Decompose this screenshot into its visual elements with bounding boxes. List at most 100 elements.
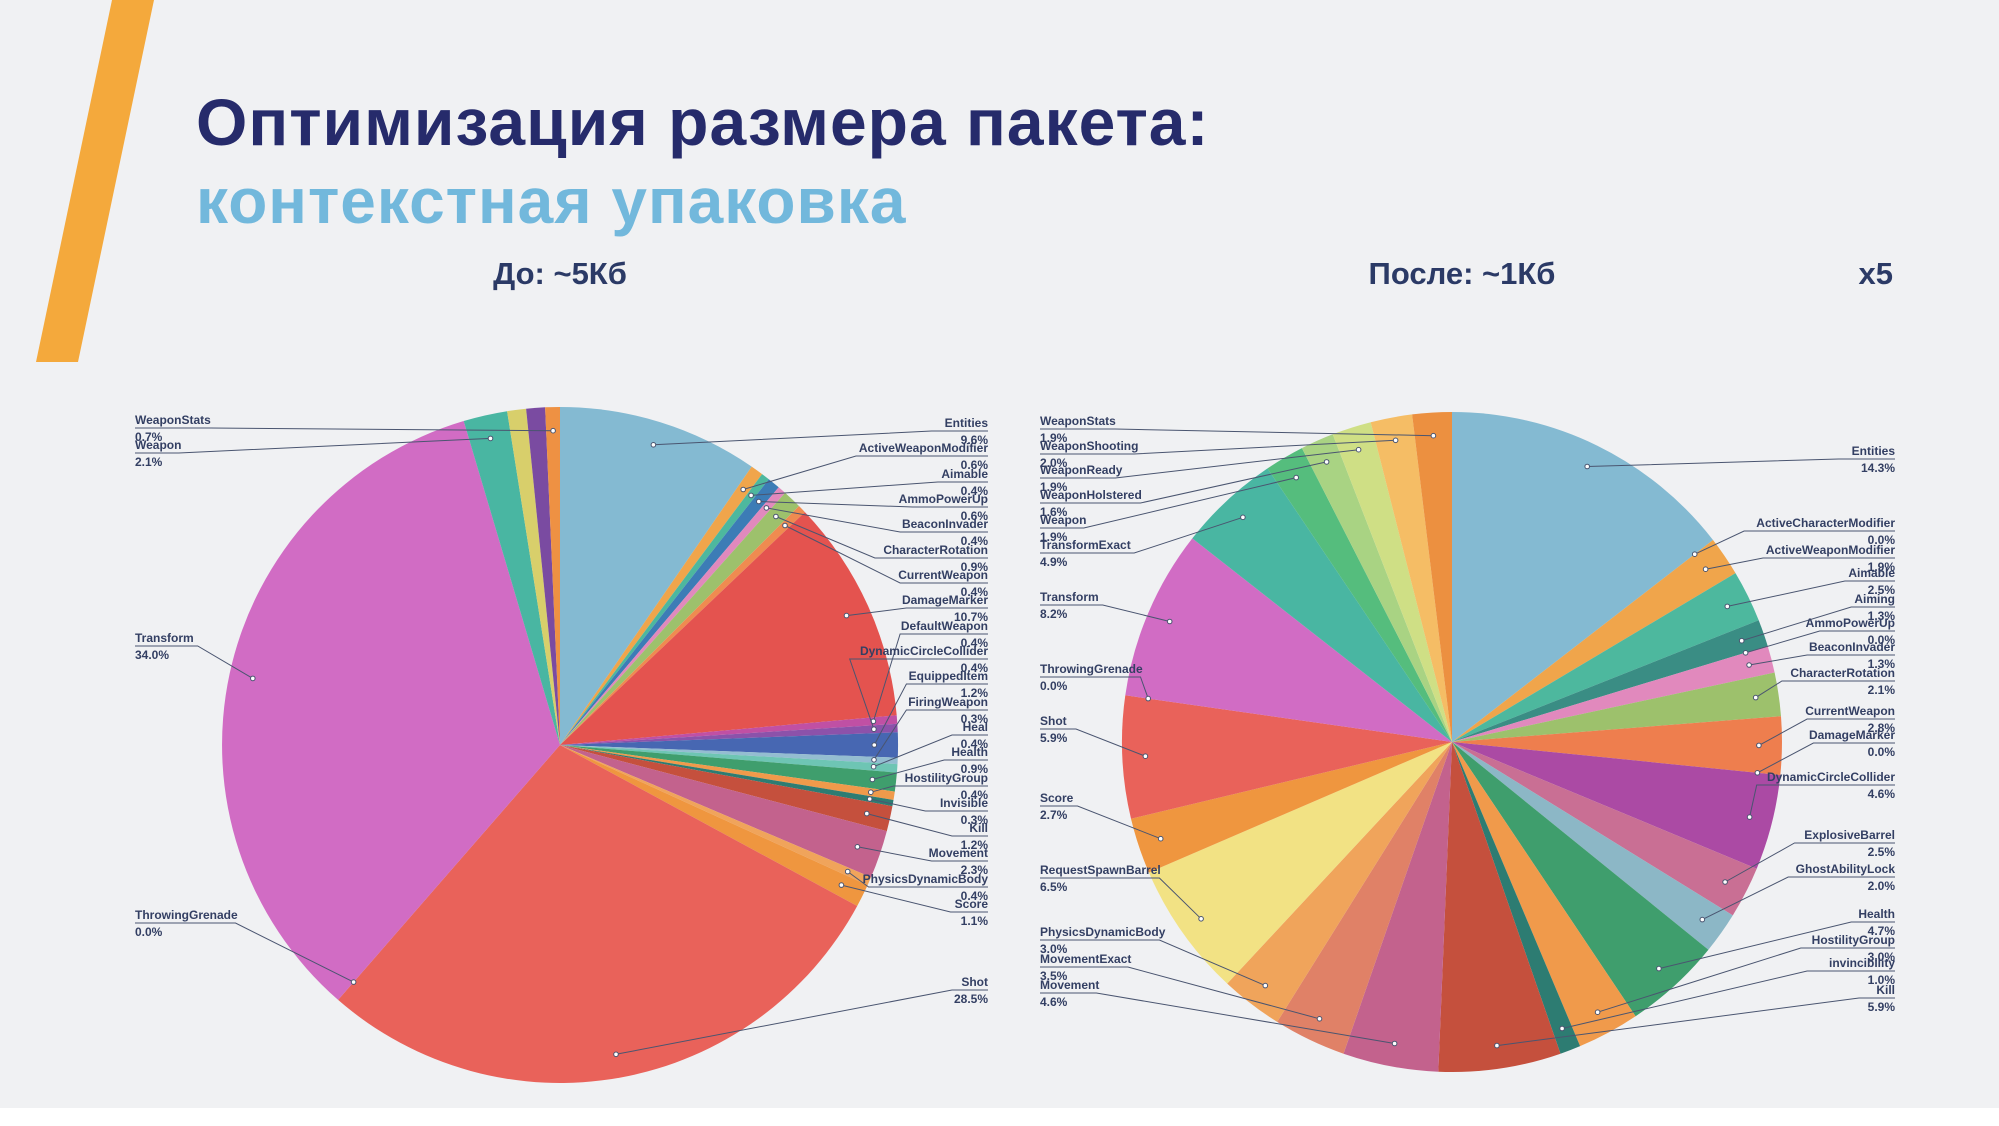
leader-line-Entities: [1587, 458, 1895, 467]
slice-label-name-ActiveWeaponModifier: ActiveWeaponModifier: [859, 441, 988, 455]
leader-line-Health: [1658, 921, 1895, 970]
slice-label-value-GhostAbilityLock: 2.0%: [1868, 879, 1896, 893]
slice-dot-ExplosiveBarrel: [1722, 879, 1728, 885]
slice-label-name-ThrowingGrenade: ThrowingGrenade: [135, 908, 238, 922]
slice-dot-DynamicCircleCollider: [871, 726, 877, 733]
slice-label-value-BeaconInvader: 0.4%: [961, 534, 989, 548]
slice-label-name-AmmoPowerUp: AmmoPowerUp: [899, 492, 988, 506]
slice-label-value-Kill: 1.2%: [961, 838, 989, 852]
slice-dot-PhysicsDynamicBody: [844, 868, 851, 875]
leader-line-AmmoPowerUp: [758, 501, 988, 508]
slice-dot-DamageMarker: [843, 612, 850, 619]
leader-line-Aimable: [751, 481, 988, 496]
slice-dot-Shot: [1142, 753, 1149, 760]
leader-line-PhysicsDynamicBody: [1040, 939, 1266, 987]
slice-label-name-AmmoPowerUp: AmmoPowerUp: [1806, 616, 1895, 630]
pie-slice-GhostAbilityLock: [1452, 742, 1733, 950]
leader-line-DynamicCircleCollider: [1749, 784, 1895, 818]
pie-slice-invincibility: [1452, 742, 1581, 1054]
pie-slice-Shot: [338, 745, 858, 1083]
pie-slice-Entities: [560, 407, 752, 745]
slice-dot-ThrowingGrenade: [1145, 695, 1151, 702]
leader-line-RequestSpawnBarrel: [1040, 877, 1202, 920]
slice-label-name-MovementExact: MovementExact: [1040, 952, 1131, 966]
pie-slice-Score: [1131, 742, 1452, 873]
slice-dot-GhostAbilityLock: [1699, 916, 1706, 923]
leader-line-Shot: [1040, 728, 1146, 757]
pie-slice-DefaultWeapon: [560, 715, 898, 745]
leader-line-ActiveCharacterModifier: [1694, 530, 1895, 555]
slice-label-name-Shot: Shot: [961, 975, 988, 989]
slice-dot-Shot: [613, 1051, 619, 1058]
slice-label-value-HostilityGroup: 0.4%: [961, 788, 989, 802]
slice-label-name-Aimable: Aimable: [941, 467, 988, 481]
leader-line-TransformExact: [1040, 516, 1244, 554]
slice-label-name-Entities: Entities: [1852, 444, 1896, 458]
slice-label-value-ActiveWeaponModifier: 0.6%: [961, 458, 989, 472]
leader-line-WeaponStats: [1040, 428, 1434, 437]
pie-slice-Health: [1452, 742, 1709, 1017]
slice-label-value-WeaponStats: 1.9%: [1040, 431, 1068, 445]
leader-line-Shot: [615, 989, 988, 1055]
slice-label-value-TransformExact: 4.9%: [1040, 555, 1068, 569]
slice-label-name-EquippedItem: EquippedItem: [909, 669, 988, 683]
pie-slice-Aiming: [1452, 620, 1768, 742]
pie-slice-WeaponReady: [1332, 422, 1452, 742]
pie-slice-Weapon: [463, 411, 560, 745]
pie-slice-Transform: [222, 421, 561, 1000]
slice-dot-Health: [1656, 965, 1662, 972]
slice-dot-Transform: [250, 675, 256, 682]
pie-slice-MovementExact: [1277, 742, 1452, 1054]
slice-label-name-WeaponShooting: WeaponShooting: [1040, 439, 1138, 453]
slice-label-name-RequestSpawnBarrel: RequestSpawnBarrel: [1040, 863, 1161, 877]
slice-label-value-Score: 1.1%: [961, 914, 989, 928]
slice-label-value-ActiveCharacterModifier: 0.0%: [1868, 533, 1896, 547]
slice-dot-Aiming: [1738, 637, 1745, 644]
slice-label-name-DynamicCircleCollider: DynamicCircleCollider: [860, 644, 988, 658]
slice-dot-Weapon: [487, 435, 494, 442]
slice-dot-PhysicsDynamicBody: [1262, 982, 1269, 989]
pie-slice-Invisible: [560, 745, 894, 807]
leader-line-HostilityGroup: [870, 785, 988, 793]
pie-slice-DamageMarker: [560, 512, 897, 745]
leader-line-Aimable: [1727, 580, 1895, 607]
slice-label-name-GhostAbilityLock: GhostAbilityLock: [1796, 862, 1896, 876]
pie-0-labels: Entities9.6%ActiveWeaponModifier0.6%Aima…: [135, 413, 989, 1058]
slice-label-value-Movement: 4.6%: [1040, 995, 1068, 1009]
leader-line-EquippedItem: [873, 683, 988, 746]
leader-line-GhostAbilityLock: [1702, 876, 1895, 921]
slice-dot-Aimable: [748, 492, 754, 499]
slice-label-value-FiringWeapon: 0.3%: [961, 712, 989, 726]
slice-dot-BeaconInvader: [763, 505, 770, 511]
slice-label-name-Weapon: Weapon: [135, 438, 181, 452]
slice-label-value-BeaconInvader: 1.3%: [1868, 657, 1896, 671]
slice-label-value-Health: 0.9%: [961, 762, 989, 776]
pie-slice-Movement: [560, 745, 887, 878]
leader-line-BeaconInvader: [766, 507, 988, 533]
pie-slice-DynamicCircleCollider: [560, 723, 898, 745]
slice-dot-Entities: [1584, 463, 1590, 470]
slice-label-value-Health: 4.7%: [1868, 924, 1896, 938]
slice-dot-Movement: [1391, 1040, 1398, 1047]
slice-label-value-DefaultWeapon: 0.4%: [961, 636, 989, 650]
slice-label-name-WeaponHolstered: WeaponHolstered: [1040, 488, 1142, 502]
pie-slice-DynamicCircleCollider: [1452, 742, 1781, 869]
slice-label-name-CharacterRotation: CharacterRotation: [883, 543, 988, 557]
slice-dot-TransformExact: [1240, 514, 1246, 521]
leader-line-ThrowingGrenade: [1040, 676, 1149, 699]
leader-line-DamageMarker: [1757, 742, 1895, 774]
slice-dot-Entities: [650, 442, 657, 448]
leader-line-AmmoPowerUp: [1745, 630, 1895, 654]
slice-label-value-Aimable: 2.5%: [1868, 583, 1896, 597]
slice-dot-HostilityGroup: [1594, 1009, 1601, 1016]
slice-dot-Score: [1157, 835, 1164, 842]
slice-label-name-ThrowingGrenade: ThrowingGrenade: [1040, 662, 1143, 676]
pie-slice-EquippedItem: [560, 732, 899, 758]
leader-line-DynamicCircleCollider: [848, 658, 988, 730]
leader-line-ExplosiveBarrel: [1724, 842, 1895, 883]
slice-dot-Health: [869, 776, 876, 783]
slice-dot-DynamicCircleCollider: [1746, 814, 1753, 820]
slice-label-value-EquippedItem: 1.2%: [961, 686, 989, 700]
pie-slice-ExplosiveBarrel: [1452, 742, 1757, 916]
